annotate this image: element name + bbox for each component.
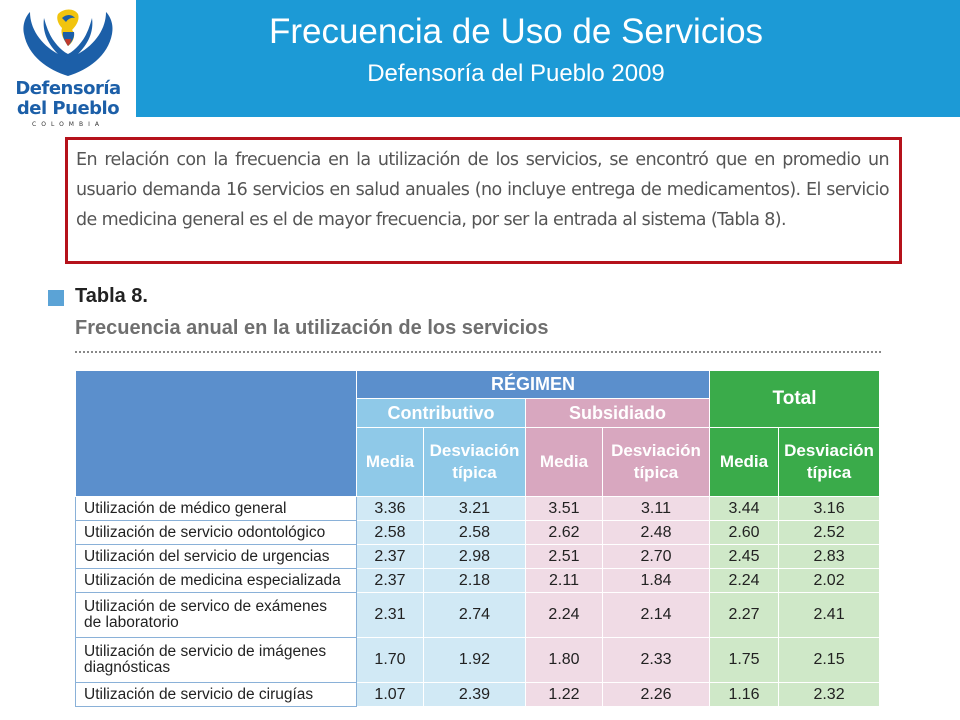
intro-paragraph: En relación con la frecuencia en la util… <box>76 150 890 230</box>
value-cell: 1.84 <box>601 568 711 593</box>
value-cell: 2.14 <box>601 592 711 638</box>
value-cell: 2.98 <box>423 544 526 569</box>
value-cell: 2.83 <box>778 544 881 569</box>
value-cell: 1.07 <box>356 682 424 707</box>
contributivo-desviacion-header: Desviación típica <box>423 427 526 497</box>
value-cell: 2.41 <box>778 592 881 638</box>
value-cell: 2.31 <box>356 592 424 638</box>
value-cell: 2.26 <box>601 682 711 707</box>
value-cell: 2.60 <box>709 520 780 545</box>
contributivo-header: Contributivo <box>356 398 526 428</box>
table-marker-square-icon <box>48 290 64 306</box>
row-label: Utilización de servicio de cirugías <box>75 682 357 707</box>
table-corner-header <box>75 370 357 497</box>
logo-text-line1: Defensoría <box>15 78 121 99</box>
value-cell: 2.39 <box>423 682 526 707</box>
row-label: Utilización de servicio odontológico <box>75 520 357 545</box>
row-label: Utilización de medicina especializada <box>75 568 357 593</box>
table-row: Utilización de servicio de cirugías 1.07 2… <box>75 682 881 707</box>
value-cell: 2.02 <box>778 568 881 593</box>
value-cell: 3.51 <box>525 496 603 521</box>
value-cell: 2.48 <box>601 520 711 545</box>
value-cell: 2.11 <box>525 568 603 593</box>
value-cell: 2.45 <box>709 544 780 569</box>
dove-hands-emblem-icon <box>23 9 113 76</box>
subsidiado-header: Subsidiado <box>524 398 711 428</box>
value-cell: 2.27 <box>709 592 780 638</box>
value-cell: 2.74 <box>423 592 526 638</box>
subsidiado-media-header: Media <box>525 427 603 497</box>
value-cell: 2.51 <box>525 544 603 569</box>
value-cell: 2.37 <box>356 544 424 569</box>
row-label: Utilización de servicio de imágenes diag… <box>75 637 357 683</box>
table-row: Utilización de medicina especializada 2.3… <box>75 568 881 593</box>
value-cell: 3.36 <box>356 496 424 521</box>
table-row: Utilización de médico general 3.36 3.21 3.5… <box>75 496 881 521</box>
row-label: Utilización de médico general <box>75 496 357 521</box>
subsidiado-desviacion-header: Desviación típica <box>601 427 711 497</box>
value-cell: 2.37 <box>356 568 424 593</box>
logo-text-line3: COLOMBIA <box>32 121 104 128</box>
value-cell: 1.75 <box>709 637 780 683</box>
value-cell: 2.70 <box>601 544 711 569</box>
total-desviacion-header: Desviación típica <box>778 427 881 497</box>
total-media-header: Media <box>709 427 780 497</box>
contributivo-media-header: Media <box>356 427 424 497</box>
value-cell: 1.92 <box>423 637 526 683</box>
logo-text-line2: del Pueblo <box>16 98 120 119</box>
total-header: Total <box>709 370 881 428</box>
table-row: Utilización de servicio odontológico 2.58… <box>75 520 881 545</box>
row-label: Utilización de servico de exámenes de la… <box>75 592 357 638</box>
value-cell: 3.21 <box>423 496 526 521</box>
value-cell: 2.33 <box>601 637 711 683</box>
value-cell: 2.52 <box>778 520 881 545</box>
table-row: Utilización de servico de exámenes de la… <box>75 592 881 638</box>
page-title: Frecuencia de Uso de Servicios <box>268 12 764 51</box>
value-cell: 2.58 <box>356 520 424 545</box>
logo: Defensoría del Pueblo COLOMBIA <box>0 0 136 134</box>
table-caption: Frecuencia anual en la utilización de lo… <box>75 317 549 339</box>
value-cell: 1.80 <box>525 637 603 683</box>
intro-highlight-box: En relación con la frecuencia en la util… <box>65 137 902 264</box>
dotted-divider <box>75 351 881 353</box>
value-cell: 3.16 <box>778 496 881 521</box>
value-cell: 2.24 <box>709 568 780 593</box>
value-cell: 2.24 <box>525 592 603 638</box>
title-banner: Frecuencia de Uso de Servicios Defensorí… <box>136 0 960 117</box>
value-cell: 3.11 <box>601 496 711 521</box>
value-cell: 1.16 <box>709 682 780 707</box>
value-cell: 2.15 <box>778 637 881 683</box>
page-subtitle: Defensoría del Pueblo 2009 <box>367 60 665 87</box>
value-cell: 2.32 <box>778 682 881 707</box>
value-cell: 1.70 <box>356 637 424 683</box>
table-label: Tabla 8. <box>75 285 148 307</box>
table-row: Utilización de servicio de imágenes diag… <box>75 637 881 683</box>
table-row: Utilización del servicio de urgencias 2.3… <box>75 544 881 569</box>
value-cell: 3.44 <box>709 496 780 521</box>
value-cell: 2.62 <box>525 520 603 545</box>
value-cell: 2.18 <box>423 568 526 593</box>
regimen-header: RÉGIMEN <box>355 370 711 399</box>
row-label: Utilización del servicio de urgencias <box>75 544 357 569</box>
table-body: Utilización de médico general 3.36 3.21 3.5… <box>75 496 881 707</box>
frequency-table: RÉGIMEN Total Contributivo Subsidiado Me… <box>75 370 881 707</box>
value-cell: 2.58 <box>423 520 526 545</box>
value-cell: 1.22 <box>525 682 603 707</box>
